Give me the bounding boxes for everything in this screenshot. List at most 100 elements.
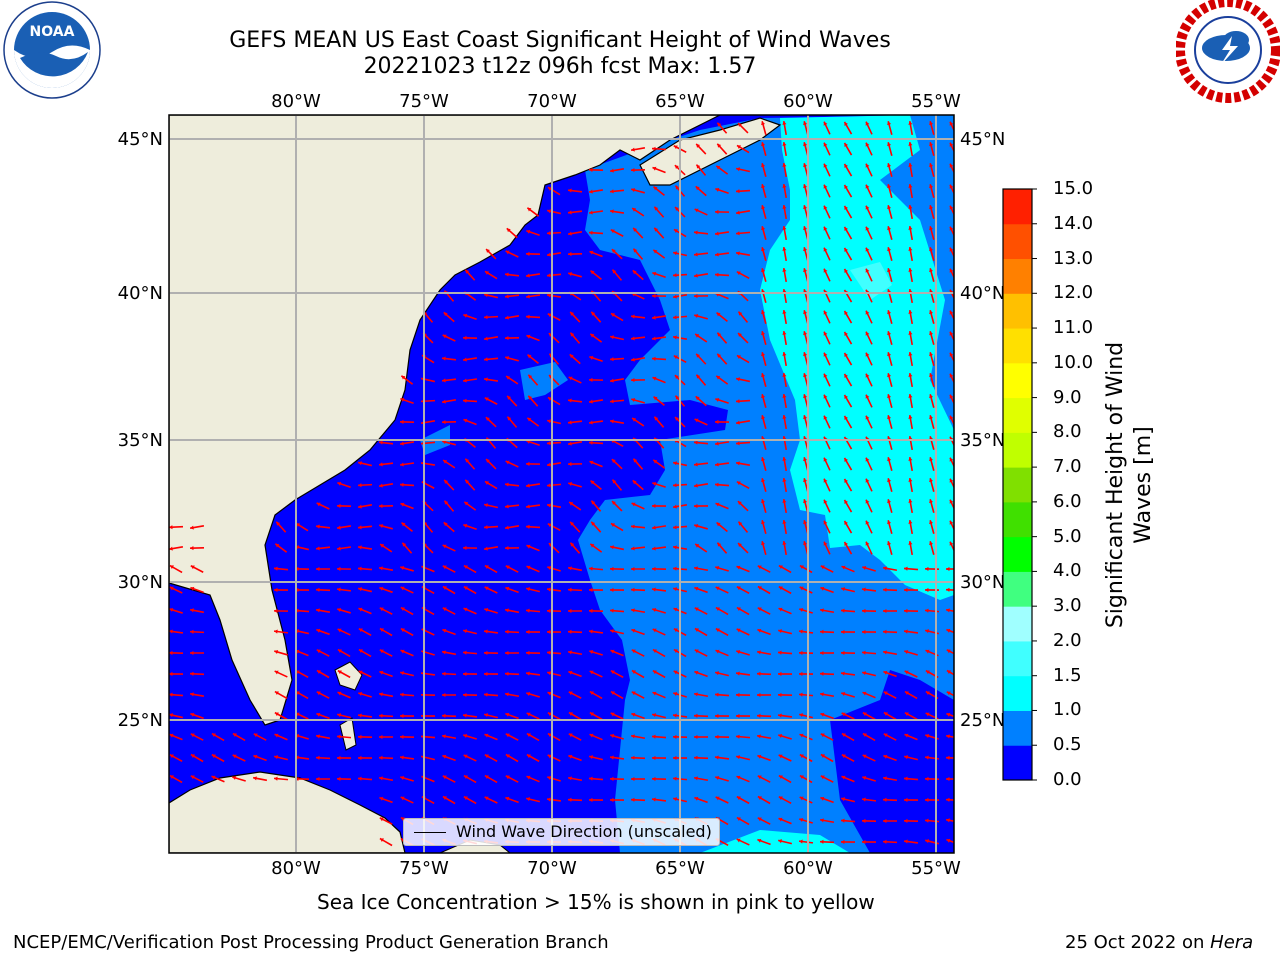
wave-direction-arrowhead	[715, 734, 719, 739]
lon-label-bottom: 80°W	[271, 858, 321, 879]
wave-direction-arrowhead	[761, 268, 766, 273]
wave-direction-arrowhead	[505, 692, 509, 697]
wave-direction-arrowhead	[929, 352, 934, 357]
wave-direction-arrowhead	[757, 754, 762, 759]
wave-direction-arrowhead	[929, 205, 934, 210]
wave-direction-arrowhead	[736, 607, 741, 612]
wave-direction-arrowhead	[442, 775, 447, 780]
wave-direction-arrowhead	[908, 352, 913, 356]
wave-direction-arrowhead	[190, 546, 194, 551]
wave-direction-arrowhead	[925, 734, 930, 738]
wave-direction-arrowhead	[463, 629, 468, 634]
wave-direction-arrowhead	[589, 167, 593, 172]
wave-direction-arrowhead	[400, 462, 404, 467]
wave-direction-arrowhead	[946, 712, 951, 717]
wave-direction-arrowhead	[925, 818, 929, 823]
wave-direction-arrowhead	[631, 314, 635, 319]
colorbar-segment	[1003, 501, 1032, 538]
colorbar-segment	[1003, 467, 1032, 503]
wave-direction-arrowhead	[232, 775, 237, 780]
wave-direction-arrowhead	[547, 231, 551, 236]
wave-direction-arrowhead	[169, 650, 173, 655]
wave-direction-arrowhead	[652, 376, 657, 381]
wave-direction-arrowhead	[715, 419, 719, 425]
wave-direction-arrowhead	[526, 294, 530, 299]
wave-direction-arrowhead	[883, 733, 888, 738]
wave-direction-arrowhead	[949, 142, 954, 147]
wave-direction-arrowhead	[925, 712, 930, 717]
wave-direction-arrowhead	[782, 331, 787, 335]
wave-direction-arrowhead	[547, 252, 551, 257]
wave-direction-arrowhead	[610, 670, 615, 675]
wave-direction-arrowhead	[929, 226, 934, 231]
wave-direction-arrowhead	[316, 524, 320, 529]
map-frame	[168, 114, 955, 854]
wave-direction-arrowhead	[484, 525, 488, 530]
wave-direction-arrowhead	[778, 671, 782, 677]
wave-direction-arrowhead	[337, 503, 341, 508]
wave-direction-arrowhead	[675, 417, 679, 421]
wave-direction-arrowhead	[823, 352, 828, 357]
colorbar-tick-label: 0.0	[1053, 769, 1082, 790]
wave-direction-arrowhead	[778, 775, 783, 780]
colorbar-segment	[1003, 571, 1032, 607]
wave-direction-arrowhead	[652, 271, 657, 276]
wave-direction-arrowhead	[865, 457, 870, 462]
wave-direction-arrowhead	[526, 797, 531, 802]
wave-direction-arrowhead	[379, 713, 383, 718]
wave-direction-arrowhead	[820, 692, 824, 697]
wave-direction-arrowhead	[823, 478, 828, 483]
wave-direction-arrowhead	[631, 755, 635, 760]
wave-direction-arrowhead	[761, 226, 766, 231]
wave-direction-arrowhead	[717, 353, 722, 358]
wave-direction-arrowhead	[883, 629, 887, 634]
wave-direction-arrowhead	[589, 629, 593, 634]
wave-direction-arrowhead	[589, 797, 593, 803]
wave-direction-arrowhead	[883, 797, 887, 802]
colorbar-segment	[1003, 536, 1032, 572]
wave-direction-arrowhead	[908, 226, 913, 230]
colorbar-tick-label: 11.0	[1053, 317, 1094, 339]
wave-direction-arrowhead	[484, 733, 489, 738]
wave-direction-arrowhead	[908, 520, 913, 524]
wave-direction-arrowhead	[505, 796, 510, 801]
wave-direction-arrowhead	[673, 525, 677, 530]
wave-direction-arrowhead	[402, 542, 407, 547]
lon-label-top: 70°W	[527, 91, 577, 112]
wave-direction-arrowhead	[823, 415, 828, 420]
wave-direction-arrowhead	[463, 692, 467, 697]
wave-direction-arrowhead	[507, 416, 512, 421]
wave-direction-arrowhead	[823, 163, 828, 168]
wave-direction-arrowhead	[316, 776, 320, 782]
wave-direction-arrowhead	[782, 184, 787, 188]
colorbar-tick-label: 14.0	[1053, 212, 1094, 234]
wave-direction-arrowhead	[505, 250, 510, 255]
wave-direction-arrowhead	[631, 587, 635, 592]
wave-direction-arrowhead	[694, 649, 699, 654]
wave-direction-arrowhead	[883, 712, 888, 716]
wave-direction-arrowhead	[465, 269, 470, 274]
wave-direction-arrowhead	[823, 394, 828, 399]
wave-direction-arrowhead	[274, 608, 278, 613]
wave-direction-arrowhead	[547, 503, 551, 508]
footer-date: 25 Oct 2022 on	[1065, 932, 1211, 953]
wave-direction-arrowhead	[591, 311, 596, 316]
axis-labels: 80°W 80°W 75°W 75°W 70°W 70°W 65°W 65°W 60°W 60°W…	[118, 91, 1006, 879]
wave-direction-arrowhead	[274, 670, 279, 675]
wave-direction-arrowhead	[169, 713, 173, 718]
sea-ice-note: Sea Ice Concentration > 15% is shown in …	[317, 890, 875, 914]
wave-direction-arrowhead	[547, 691, 552, 696]
wave-direction-arrowhead	[505, 629, 509, 634]
wave-direction-arrowhead	[190, 775, 195, 780]
wave-direction-arrowhead	[505, 482, 509, 487]
wave-direction-arrowhead	[379, 755, 383, 760]
wave-direction-arrowhead	[799, 775, 804, 780]
wave-direction-arrowhead	[568, 272, 573, 277]
wave-direction-arrowhead	[803, 520, 808, 525]
wave-direction-arrowhead	[444, 500, 449, 505]
colorbar-frame	[1002, 188, 1033, 781]
wave-direction-arrowhead	[757, 607, 762, 612]
wave-direction-arrowhead	[908, 436, 913, 440]
wave-direction-arrowhead	[296, 523, 301, 527]
wave-direction-arrowhead	[652, 356, 656, 361]
